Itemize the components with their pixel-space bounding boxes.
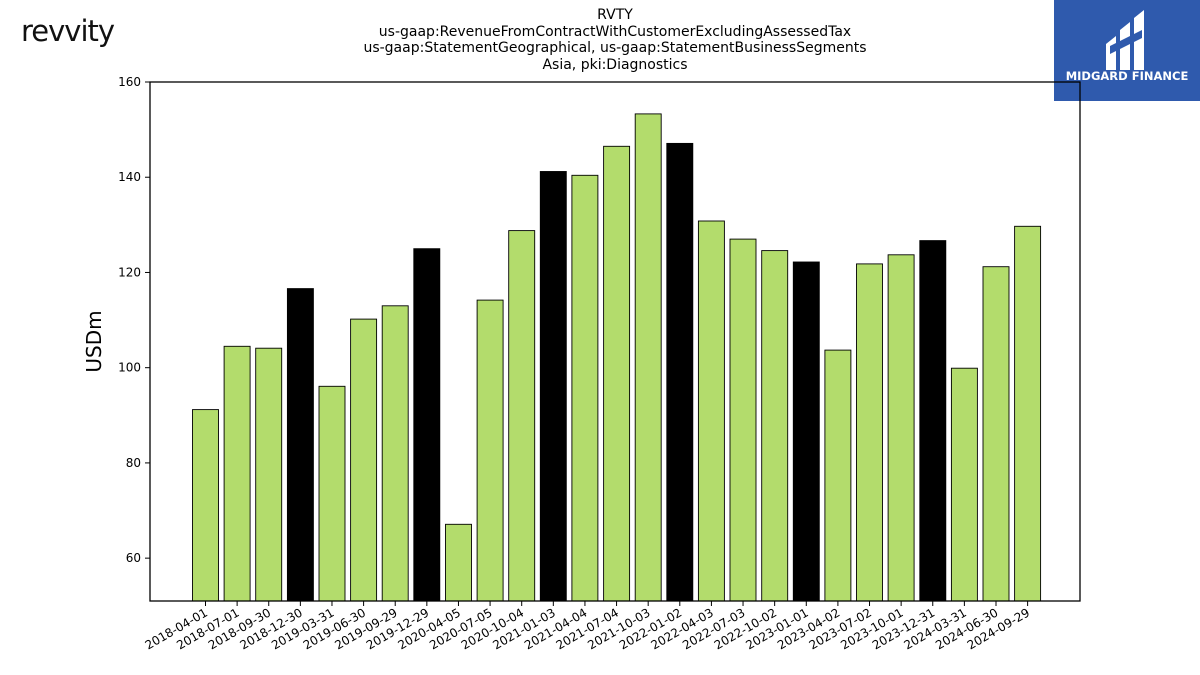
bar-2020-07-05 (476, 299, 504, 602)
revvity-logo-wordmark: revvity (21, 14, 115, 48)
y-axis-label: USDm (82, 310, 106, 372)
bar-2019-03-31 (318, 385, 346, 602)
plot-frame (149, 81, 1081, 602)
x-axis: 2018-04-012018-07-012018-09-302018-12-30… (143, 601, 1032, 652)
bar-2023-07-02 (856, 263, 883, 602)
bar-2018-07-01 (223, 345, 251, 602)
bar-2024-09-29 (1014, 225, 1042, 602)
y-tick-label: 100 (118, 361, 141, 375)
chart-title: RVTY us-gaap:RevenueFromContractWithCust… (300, 7, 930, 73)
bar-2022-01-02 (666, 142, 694, 602)
bar-2018-04-01 (192, 409, 219, 602)
bar-2023-01-01 (792, 261, 820, 602)
y-tick-label: 80 (126, 456, 141, 470)
bar-2022-10-02 (761, 250, 789, 602)
bar-2022-04-03 (697, 220, 725, 602)
bar-2022-07-03 (729, 238, 757, 602)
title-line-concept: us-gaap:RevenueFromContractWithCustomerE… (378, 23, 852, 40)
bar-2023-12-31 (919, 240, 947, 602)
y-tick-label: 140 (118, 170, 141, 184)
bar-2024-03-31 (950, 367, 978, 602)
bar-2024-06-30 (982, 266, 1010, 602)
midgard-finance-logo: MIDGARD FINANCE (1054, 0, 1200, 101)
bar-2019-06-30 (350, 318, 378, 602)
y-tick-label: 160 (118, 75, 141, 89)
title-line-ticker: RVTY (597, 7, 633, 23)
bar-2018-09-30 (255, 347, 283, 602)
bars-group (192, 113, 1042, 602)
title-line-members: Asia, pki:Diagnostics (542, 56, 688, 73)
bar-2020-10-04 (508, 230, 536, 602)
midgard-logo-wordmark: MIDGARD FINANCE (1066, 69, 1189, 83)
bar-2021-10-03 (634, 113, 662, 602)
bar-2021-07-04 (603, 145, 631, 602)
y-tick-label: 60 (126, 551, 141, 565)
midgard-emblem-icon (1106, 10, 1144, 70)
title-line-axes: us-gaap:StatementGeographical, us-gaap:S… (363, 40, 867, 56)
y-tick-label: 120 (118, 265, 141, 279)
bar-2019-12-29 (413, 248, 441, 602)
bar-2021-04-04 (571, 174, 599, 602)
bar-2021-01-03 (539, 171, 567, 602)
bar-2023-04-02 (824, 349, 852, 602)
bar-2023-10-01 (887, 254, 915, 602)
bar-2020-04-05 (445, 523, 472, 602)
y-axis: 60 80 100 120 140 160 (118, 75, 150, 565)
revvity-logo: revvity (20, 8, 120, 56)
bar-2018-12-30 (286, 288, 314, 602)
bar-2019-09-29 (381, 305, 409, 602)
